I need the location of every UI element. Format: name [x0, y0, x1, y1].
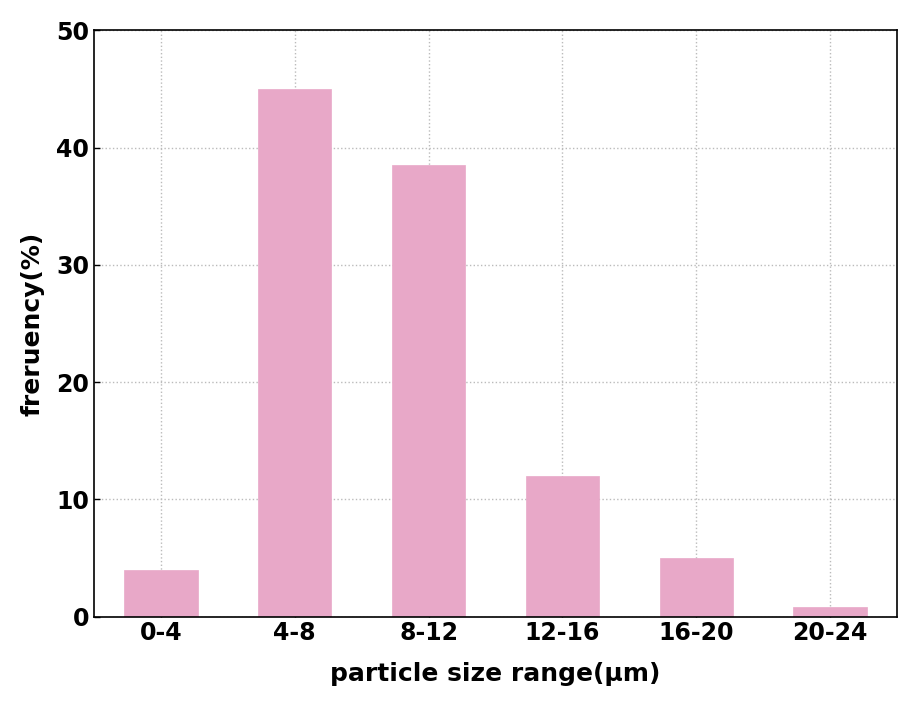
- Bar: [124, 570, 197, 617]
- Bar: [392, 165, 465, 617]
- Y-axis label: freruency(%): freruency(%): [21, 231, 45, 416]
- Bar: [526, 476, 599, 617]
- X-axis label: particle size range(μm): particle size range(μm): [330, 662, 661, 686]
- Bar: [258, 89, 331, 617]
- Bar: [793, 607, 867, 617]
- Bar: [659, 558, 733, 617]
